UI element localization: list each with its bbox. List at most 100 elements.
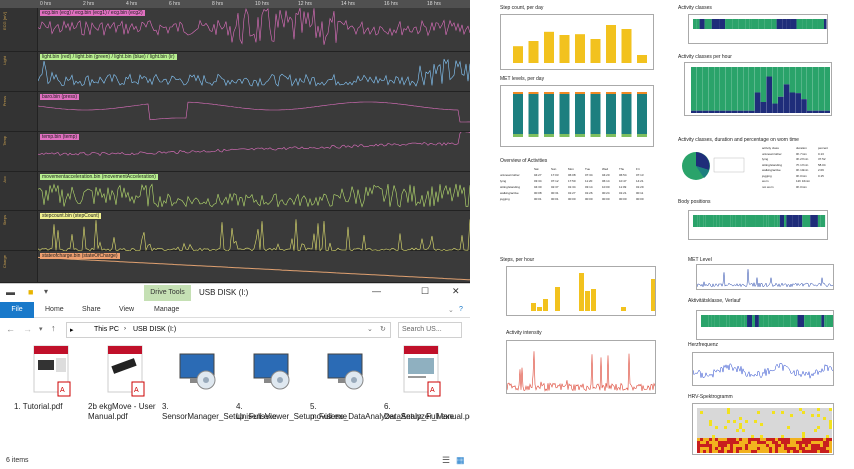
spectrogram-cell <box>781 429 784 432</box>
spectrogram-cell <box>817 420 820 423</box>
spectrogram-cell <box>754 441 757 444</box>
spectrogram-cell <box>817 447 820 450</box>
spectrogram-cell <box>751 450 754 453</box>
spectrogram-cell <box>808 441 811 444</box>
up-icon[interactable]: ↑ <box>51 323 56 333</box>
bar <box>531 303 536 311</box>
folder-icon[interactable]: ▬ <box>6 287 15 297</box>
spectrogram-cell <box>769 450 772 453</box>
spectrogram-cell <box>718 408 721 411</box>
help-icon[interactable]: ? <box>459 306 463 313</box>
spectrogram-cell <box>730 411 733 414</box>
back-icon[interactable]: ← <box>6 324 15 334</box>
spectrogram-cell <box>748 450 751 453</box>
signal-track[interactable]: Temp temp.bin (temp) <box>0 132 470 172</box>
spectrogram-cell <box>733 444 736 447</box>
spectrogram-cell <box>787 432 790 435</box>
search-input[interactable]: Search US... <box>398 322 462 338</box>
spectrogram-cell <box>826 423 829 426</box>
table-cell: Thu <box>619 167 625 171</box>
spectrogram-cell <box>763 444 766 447</box>
spectrogram-cell <box>805 423 808 426</box>
spectrogram-cell <box>748 414 751 417</box>
spectrogram-cell <box>724 429 727 432</box>
spectrogram-cell <box>745 432 748 435</box>
spectrogram-cell <box>829 444 832 447</box>
recent-locations-icon[interactable]: ▾ <box>39 326 43 333</box>
tab-file[interactable]: File <box>0 302 34 318</box>
activity-classes-chart <box>688 14 828 44</box>
signal-track[interactable]: Press baro.bin (press) <box>0 92 470 132</box>
spectrogram-cell <box>757 435 760 438</box>
spectrogram-cell <box>727 447 730 450</box>
tab-home[interactable]: Home <box>45 306 64 313</box>
signal-track[interactable]: Charge stateofcharge.bin (stateOfCharge) <box>0 251 470 283</box>
bar-segment <box>778 96 784 113</box>
tab-manage[interactable]: Manage <box>154 306 180 313</box>
signal-track[interactable]: Light light.bin (red) / light.bin (green)… <box>0 52 470 92</box>
spectrogram-cell <box>784 408 787 411</box>
maximize-icon[interactable]: ☐ <box>421 286 430 296</box>
chevron-down-icon[interactable]: ⌄ <box>367 326 373 333</box>
spectrogram-cell <box>742 429 745 432</box>
spectrogram-cell <box>730 441 733 444</box>
spectrogram-cell <box>754 408 757 411</box>
spectrogram-cell <box>826 429 829 432</box>
breadcrumb-usb-disk[interactable]: USB DISK (I:) <box>133 326 177 333</box>
drive-tools-tab[interactable]: Drive Tools <box>144 285 191 301</box>
spectrogram-cell <box>727 450 730 453</box>
address-bar[interactable]: ▸ This PC › USB DISK (I:) ⌄ ↻ <box>66 322 391 338</box>
close-icon[interactable]: ✕ <box>452 286 460 296</box>
class-segment <box>741 315 745 327</box>
class-segment <box>786 19 791 29</box>
spectrogram-cell <box>799 435 802 438</box>
spectrogram-cell <box>793 417 796 420</box>
signal-track[interactable]: ECG [mV] ecg.bin (ecg) / ecg.bin (ecg1) /… <box>0 8 470 52</box>
signal-track[interactable]: Acc movementacceleration.bin (movementAcc… <box>0 172 470 211</box>
spectrogram-cell <box>736 408 739 411</box>
bar-segment <box>754 92 761 113</box>
spectrogram-cell <box>829 411 832 414</box>
class-segment <box>763 215 767 227</box>
tab-share[interactable]: Share <box>82 306 101 313</box>
spectrogram-cell <box>742 417 745 420</box>
svg-text:A: A <box>134 387 139 394</box>
minimize-icon[interactable]: — <box>372 286 381 296</box>
bar-segment <box>766 67 772 77</box>
spectrogram-cell <box>751 438 754 441</box>
bar-segment <box>559 92 570 94</box>
table-cell: 00:00 <box>619 197 627 201</box>
spectrogram-cell <box>697 426 700 429</box>
spectrogram-cell <box>760 429 763 432</box>
axis-label: Acc <box>2 176 7 183</box>
spectrogram-cell <box>820 441 823 444</box>
spectrogram-cell <box>781 444 784 447</box>
spectrogram-cell <box>754 447 757 450</box>
details-view-icon[interactable]: ☰ <box>442 455 451 465</box>
spectrogram-cell <box>769 438 772 441</box>
met-level-chart <box>696 264 834 290</box>
spectrogram-cell <box>700 444 703 447</box>
quick-access-icon[interactable]: ■ <box>28 287 34 297</box>
spectrogram-cell <box>805 444 808 447</box>
spectrogram-cell <box>724 423 727 426</box>
spectrogram-cell <box>829 450 832 453</box>
table-row: worn 12h 16min <box>762 179 842 185</box>
forward-icon[interactable]: → <box>23 324 32 334</box>
spectrogram-cell <box>700 450 703 453</box>
customize-toolbar-icon[interactable]: ▾ <box>44 287 49 296</box>
breadcrumb-this-pc[interactable]: This PC <box>94 326 119 333</box>
refresh-icon[interactable]: ↻ <box>380 326 386 333</box>
spectrogram-cell <box>766 435 769 438</box>
table-row: jogging 0h 0min 0.15 <box>762 174 842 180</box>
spectrogram-cell <box>727 411 730 414</box>
bar-segment <box>702 110 709 113</box>
spectrogram-cell <box>700 420 703 423</box>
table-cell: 17:50 <box>568 179 576 183</box>
spectrogram-cell <box>826 444 829 447</box>
expand-ribbon-icon[interactable]: ⌄ <box>448 307 454 314</box>
large-icons-view-icon[interactable]: ▦ <box>456 455 465 465</box>
tab-view[interactable]: View <box>119 306 135 313</box>
signal-track[interactable]: Steps stepcount.bin (stepCount) <box>0 211 470 251</box>
table-cell: 01:21 <box>619 191 627 195</box>
